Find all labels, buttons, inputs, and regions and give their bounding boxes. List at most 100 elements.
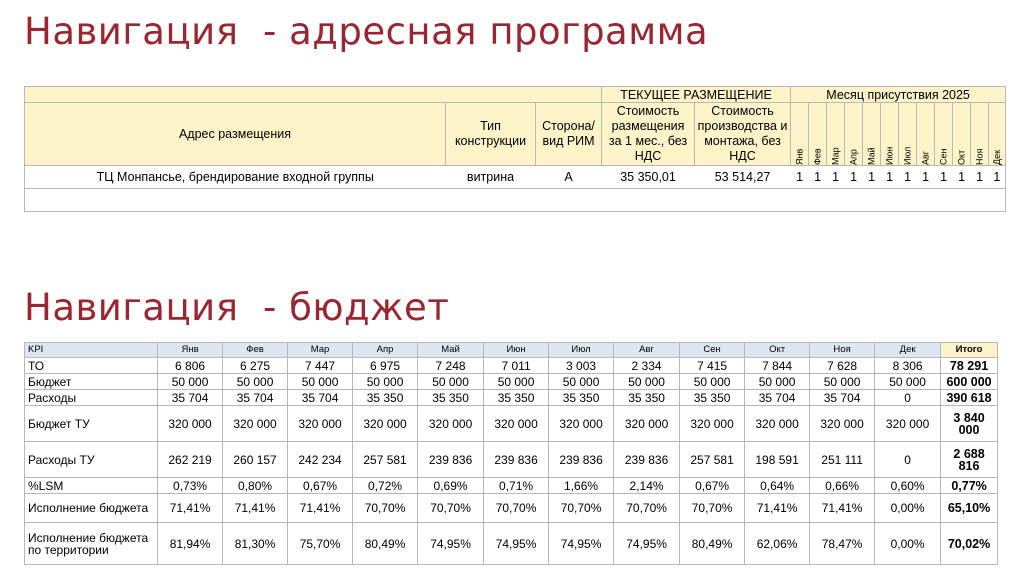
cell-value: 50 000 [679,373,746,390]
cell-value: 75,70% [287,522,354,565]
cell-value: 0,71% [483,477,550,494]
cell-value: 71,41% [157,493,224,523]
cell-value: 251 111 [809,441,876,478]
cell-value: 320 000 [352,405,419,442]
cell-month-presence: 1 [862,165,881,189]
budget-header-row: KPI Янв Фев Мар Апр Май Июн Июл Авг Сен Окт Ноя Дек И… [23,342,998,358]
table-row: ТО 6 806 6 275 7 447 6 975 7 248 7 011 3 003 2 3… [23,357,998,374]
cell-total: 65,10% [940,493,998,523]
cell-value: 80,49% [679,522,746,565]
empty-row [23,188,1007,212]
cell-value: 239 836 [417,441,485,478]
month-header: Дек [988,102,1006,166]
cell-value: 320 000 [744,405,811,442]
cell-total: 390 618 [940,389,998,406]
cell-value: 35 350 [548,389,615,406]
cell-value: 35 704 [222,389,289,406]
cell-total: 3 840 000 [940,405,998,442]
cell-value: 50 000 [613,373,681,390]
cell-value: 35 704 [157,389,224,406]
cell-value: 0,00% [874,522,942,565]
column-header-month: Авг [613,342,681,358]
cell-value: 8 306 [874,357,942,374]
cell-value: 320 000 [483,405,550,442]
column-header-month: Окт [744,342,811,358]
table-row: %LSM 0,73% 0,80% 0,67% 0,72% 0,69% 0,71% 1,66% 2… [23,477,998,494]
cell-production: 53 514,27 [694,165,791,189]
cell-value: 35 704 [744,389,811,406]
cell-value: 1,66% [548,477,615,494]
cell-month-presence: 1 [934,165,953,189]
cell-value: 0,72% [352,477,419,494]
cell-value: 71,41% [744,493,811,523]
cell-type: витрина [445,165,536,189]
cell-value: 74,95% [613,522,681,565]
cell-value: 50 000 [483,373,550,390]
cell-value: 320 000 [222,405,289,442]
cell-value: 257 581 [679,441,746,478]
column-header-month: Июн [483,342,550,358]
cell-value: 50 000 [287,373,354,390]
cell-value: 6 275 [222,357,289,374]
cell-value: 2 334 [613,357,681,374]
table-row: ТЦ Монпансье, брендирование входной груп… [24,165,1007,189]
cell-value: 70,70% [548,493,615,523]
cell-value: 239 836 [483,441,550,478]
cell-value: 50 000 [874,373,942,390]
cell-value: 0 [874,441,942,478]
month-header: Июл [898,102,917,166]
month-header: Ноя [970,102,989,166]
column-header-total: Итого [940,342,998,358]
cell-value: 35 350 [352,389,419,406]
month-header: Июн [880,102,899,166]
cell-value: 7 447 [287,357,354,374]
cell-value: 320 000 [809,405,876,442]
cell-side: А [535,165,602,189]
cell-value: 0,67% [287,477,354,494]
cell-value: 0,80% [222,477,289,494]
cell-value: 50 000 [809,373,876,390]
cell-value: 242 234 [287,441,354,478]
cell-value: 7 415 [679,357,746,374]
cell-month-presence: 1 [826,165,845,189]
column-header-month: Янв [157,342,224,358]
page-title-budget: Навигация - бюджет [24,286,450,329]
cell-value: 35 350 [679,389,746,406]
cell-month-presence: 1 [880,165,899,189]
cell-total: 600 000 [940,373,998,390]
cell-value: 35 350 [483,389,550,406]
cell-value: 262 219 [157,441,224,478]
cell-value: 320 000 [287,405,354,442]
month-header: Янв [790,102,809,166]
cell-value: 78,47% [809,522,876,565]
cell-value: 35 704 [287,389,354,406]
budget-table: KPI Янв Фев Мар Апр Май Июн Июл Авг Сен Окт Ноя Дек И… [23,342,998,565]
column-header-month: Дек [874,342,942,358]
cell-value: 71,41% [222,493,289,523]
cell-value: 0,60% [874,477,942,494]
cell-month-presence: 1 [988,165,1007,189]
cell-value: 71,41% [287,493,354,523]
cell-value: 239 836 [548,441,615,478]
row-label: Бюджет ТУ [23,405,159,442]
cell-value: 81,30% [222,522,289,565]
cell-value: 70,70% [613,493,681,523]
cell-total: 78 291 [940,357,998,374]
cell-address: ТЦ Монпансье, брендирование входной груп… [24,165,446,189]
cell-value: 81,94% [157,522,224,565]
cell-value: 70,70% [483,493,550,523]
cell-value: 50 000 [548,373,615,390]
page-title-address-program: Навигация - адресная программа [24,10,709,53]
cell-value: 320 000 [874,405,942,442]
month-header: Сен [934,102,953,166]
row-label: Исполнение бюджета [23,493,159,523]
cell-month-presence: 1 [790,165,809,189]
row-label: ТО [23,357,159,374]
cell-total: 2 688 816 [940,441,998,478]
cell-value: 74,95% [548,522,615,565]
month-header: Апр [844,102,863,166]
cell-value: 198 591 [744,441,811,478]
cell-value: 35 350 [613,389,681,406]
cell-value: 74,95% [483,522,550,565]
table-row: Исполнение бюджета по территории 81,94% 81… [23,522,998,565]
